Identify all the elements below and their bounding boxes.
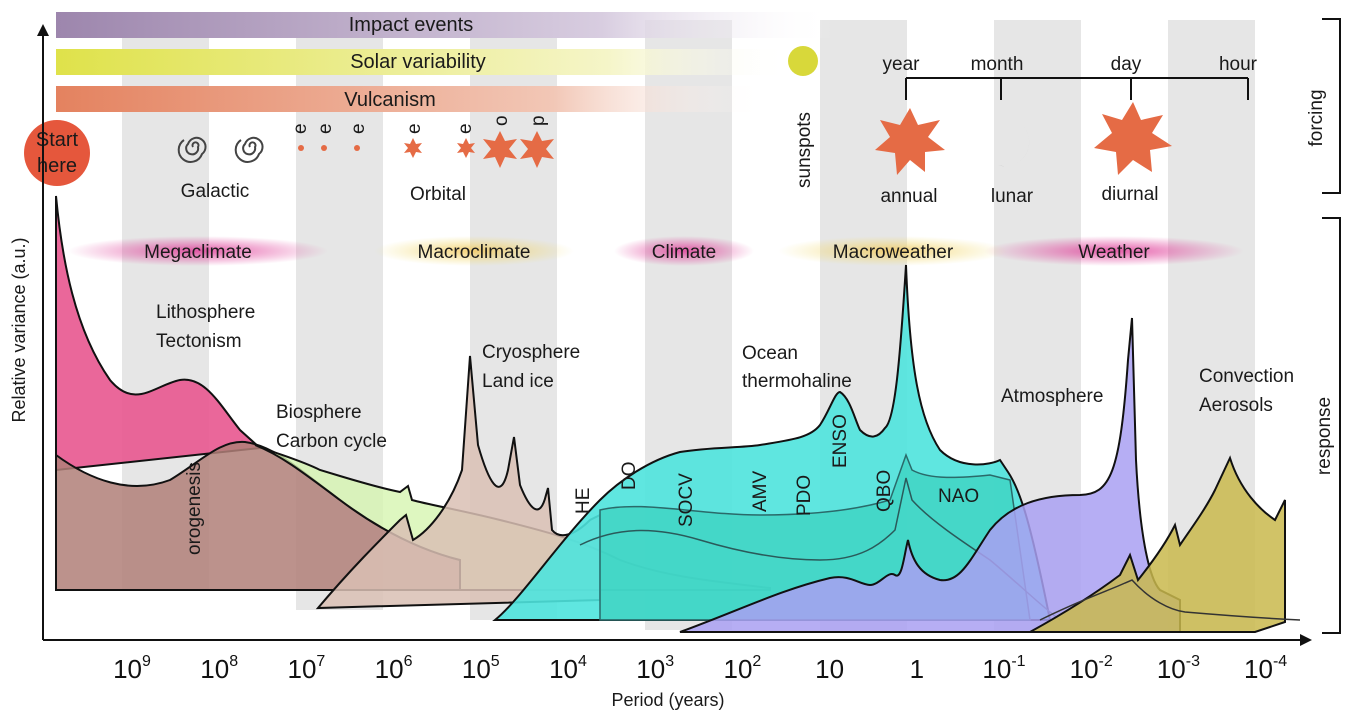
- x-tick-label: 106: [375, 653, 413, 684]
- vulcanism-bar: [56, 86, 766, 112]
- cryosphere-label: Cryosphere: [482, 342, 580, 363]
- regime-weather: Weather: [1078, 242, 1150, 263]
- period-bracket: [905, 77, 1249, 100]
- svg-text:e: e: [315, 123, 336, 134]
- amv-label: AMV: [750, 471, 771, 513]
- land-ice-label: Land ice: [482, 371, 554, 392]
- x-axis-label: Period (years): [611, 690, 724, 710]
- atmosphere-label: Atmosphere: [1001, 386, 1103, 407]
- diurnal-star-icon: [1094, 102, 1172, 175]
- svg-text:p: p: [528, 115, 549, 126]
- right-braces: [1322, 18, 1341, 634]
- atmosphere-curve: [679, 317, 1181, 633]
- annual-star-icon: [875, 108, 945, 175]
- vulcanism-label: Vulcanism: [344, 89, 436, 111]
- x-tick-label: 104: [549, 653, 587, 684]
- sunspot-icon: [788, 46, 818, 76]
- enso-label: ENSO: [830, 414, 851, 468]
- regime-macroclimate: Macroclimate: [418, 242, 531, 263]
- lithosphere-label: Lithosphere: [156, 302, 255, 323]
- x-tick-label: 103: [636, 653, 674, 684]
- impact-events-label: Impact events: [349, 14, 474, 36]
- x-tick-label: 10: [815, 654, 844, 684]
- regime-megaclimate: Megaclimate: [144, 242, 252, 263]
- convection-label: Convection: [1199, 366, 1294, 387]
- day-label: day: [1111, 54, 1142, 75]
- ocean-label: Ocean: [742, 343, 798, 364]
- y-axis-label: Relative variance (a.u.): [9, 237, 29, 422]
- svg-text:e: e: [455, 123, 476, 134]
- lunar-label: lunar: [991, 186, 1034, 207]
- svg-text:o: o: [491, 115, 512, 126]
- diurnal-label: diurnal: [1101, 184, 1158, 205]
- month-label: month: [971, 54, 1024, 75]
- year-label: year: [883, 54, 921, 75]
- impact-events-bar: [56, 12, 836, 38]
- lithosphere-curve: [55, 195, 263, 590]
- cryosphere-curve: [315, 355, 601, 610]
- regime-climate: Climate: [652, 242, 716, 263]
- solar-variability-label: Solar variability: [350, 51, 486, 73]
- x-tick-label: 10-3: [1157, 653, 1200, 684]
- aerosols-label: Aerosols: [1199, 395, 1273, 416]
- convection-curve: [1029, 455, 1286, 633]
- svg-text:e: e: [348, 123, 369, 134]
- orbital-forcing-icons: e e e e e o p: [290, 115, 554, 168]
- x-tick-label: 108: [200, 653, 238, 684]
- x-tick-label: 105: [462, 653, 500, 684]
- annual-label: annual: [880, 186, 937, 207]
- x-tick-label: 10-4: [1244, 653, 1287, 684]
- regime-macroweather: Macroweather: [833, 242, 954, 263]
- nao-label: NAO: [938, 486, 979, 507]
- x-tick-label: 10-1: [982, 653, 1025, 684]
- response-side-label: response: [1314, 397, 1335, 475]
- thermohaline-label: thermohaline: [742, 371, 852, 392]
- biosphere-label: Biosphere: [276, 402, 362, 423]
- socv-label: SOCV: [676, 473, 697, 527]
- x-tick-label: 109: [113, 653, 151, 684]
- orbital-label: Orbital: [410, 184, 466, 205]
- convection-tail-curve: [1039, 579, 1301, 621]
- hour-label: hour: [1219, 54, 1258, 75]
- carbon-cycle-label: Carbon cycle: [276, 431, 387, 452]
- regime-bands: [68, 236, 1244, 266]
- svg-text:e: e: [404, 123, 425, 134]
- start-here-line1: Start: [36, 129, 79, 151]
- galactic-label: Galactic: [181, 181, 250, 202]
- he-label: HE: [573, 488, 594, 514]
- x-tick-label: 10-2: [1070, 653, 1113, 684]
- x-tick-label: 1: [910, 654, 924, 684]
- tectonism-label: Tectonism: [156, 331, 242, 352]
- forcing-side-label: forcing: [1306, 89, 1327, 146]
- sunspots-label: sunspots: [794, 112, 815, 188]
- pdo-label: PDO: [794, 475, 815, 516]
- svg-text:e: e: [290, 123, 311, 134]
- x-tick-label: 102: [723, 653, 761, 684]
- do-label: DO: [619, 462, 640, 491]
- qbo-label: QBO: [874, 470, 895, 512]
- start-here-line2: here: [37, 155, 77, 177]
- orogenesis-label: orogenesis: [184, 462, 205, 555]
- x-tick-labels: 109 108 107 106 105 104 103 102 10 1 10-1 10-2 10-3 1…: [113, 653, 1287, 684]
- start-here-marker: [24, 120, 90, 186]
- x-tick-label: 107: [287, 653, 325, 684]
- solar-variability-bar: [56, 49, 791, 75]
- response-curves: [55, 195, 1301, 633]
- galactic-spiral-icon: [177, 136, 264, 163]
